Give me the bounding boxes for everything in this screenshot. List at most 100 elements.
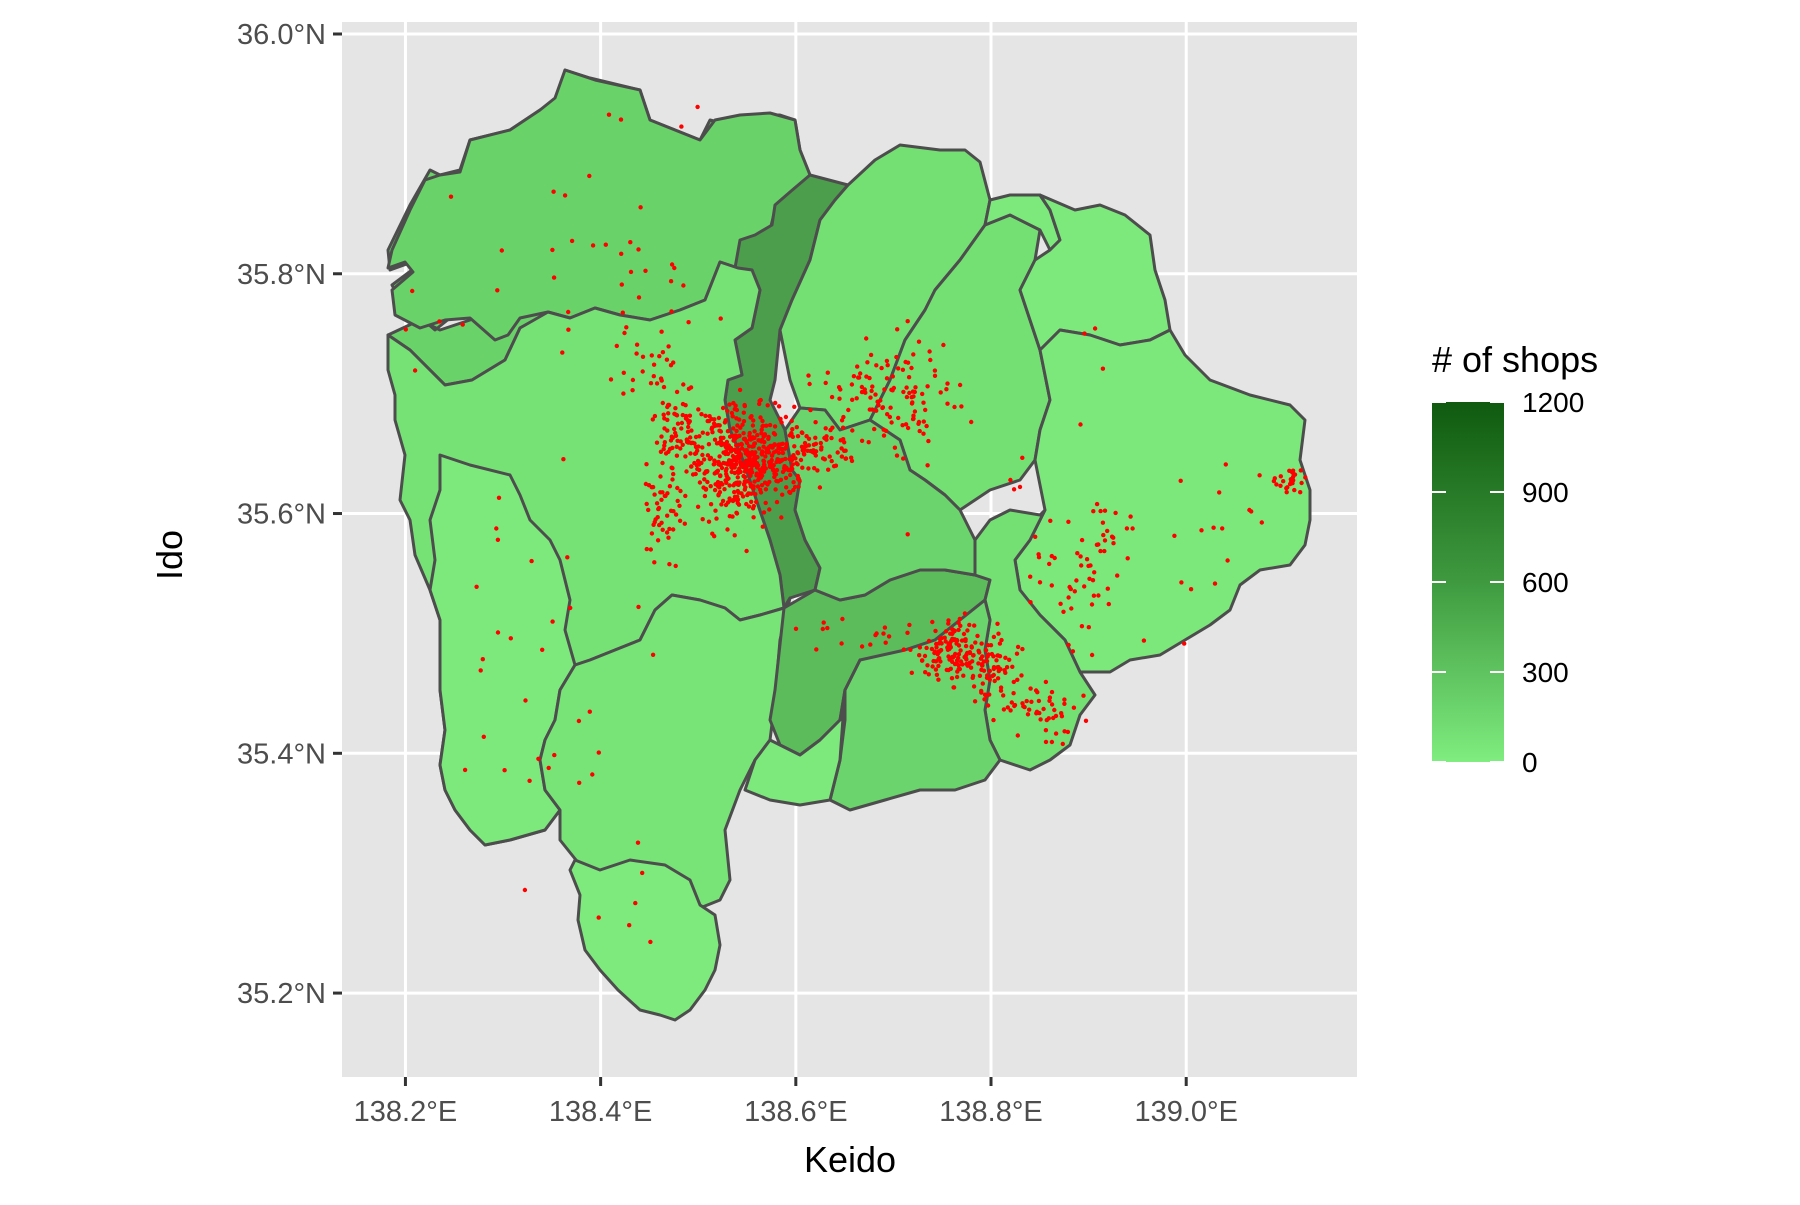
shop-point xyxy=(934,645,939,650)
shop-point xyxy=(748,415,753,420)
shop-point xyxy=(790,462,795,467)
shop-point xyxy=(1047,561,1052,567)
shop-point xyxy=(715,468,721,473)
shop-point xyxy=(825,370,830,375)
shop-point xyxy=(1106,601,1112,607)
shop-point xyxy=(1065,729,1071,735)
shop-point xyxy=(951,685,956,690)
shop-point xyxy=(737,387,743,393)
shop-point xyxy=(1011,679,1016,685)
shop-point xyxy=(732,455,737,460)
shop-point xyxy=(932,373,938,378)
shop-point xyxy=(996,668,1001,674)
shop-point xyxy=(950,637,955,643)
shop-point xyxy=(478,668,483,673)
shop-point xyxy=(706,519,712,524)
shop-point xyxy=(926,638,932,644)
shop-point xyxy=(703,486,709,492)
shop-point xyxy=(917,653,922,658)
shop-point xyxy=(1078,422,1083,427)
shop-point xyxy=(741,419,747,424)
shop-point xyxy=(925,384,930,389)
shop-point xyxy=(1298,490,1303,495)
shop-point xyxy=(991,634,997,640)
shop-point xyxy=(608,377,614,382)
shop-point xyxy=(723,449,729,454)
shop-point xyxy=(1074,578,1079,583)
shop-point xyxy=(794,425,799,430)
y-tick-label-35.8: 35.8°N xyxy=(237,259,326,291)
shop-point xyxy=(1102,548,1107,554)
shop-point xyxy=(945,381,950,386)
shop-point xyxy=(1062,701,1067,706)
shop-point xyxy=(681,283,686,288)
shop-point xyxy=(1287,468,1292,473)
shop-point xyxy=(540,647,545,652)
shop-point xyxy=(943,629,949,634)
shop-point xyxy=(718,481,724,487)
shop-point xyxy=(1047,695,1053,700)
shop-point xyxy=(994,658,999,663)
shop-point xyxy=(716,415,722,421)
shop-point xyxy=(795,450,800,455)
shop-point xyxy=(760,418,765,424)
shop-point xyxy=(668,279,674,284)
shop-point xyxy=(674,413,680,418)
shop-point xyxy=(737,417,742,422)
shop-point xyxy=(954,661,960,666)
shop-point xyxy=(1043,728,1049,733)
shop-point xyxy=(976,661,981,666)
shop-point xyxy=(716,462,721,467)
shop-point xyxy=(801,451,807,456)
shop-point xyxy=(842,448,847,453)
shop-point xyxy=(874,408,879,413)
shop-point xyxy=(755,463,761,468)
shop-point xyxy=(679,420,685,426)
shop-point xyxy=(695,504,701,509)
shop-point xyxy=(1111,541,1116,546)
shop-point xyxy=(603,242,608,247)
shop-point xyxy=(879,365,884,371)
shop-point xyxy=(969,644,974,649)
shop-point xyxy=(1075,551,1080,556)
shop-point xyxy=(784,441,789,446)
shop-point xyxy=(674,389,680,395)
shop-point xyxy=(727,458,732,463)
shop-point xyxy=(904,385,909,390)
shop-point xyxy=(700,452,705,458)
shop-point xyxy=(753,456,758,461)
shop-point xyxy=(670,466,675,471)
shop-point xyxy=(576,718,582,724)
shop-point xyxy=(1001,693,1006,698)
shop-point xyxy=(666,411,671,416)
shop-point xyxy=(1212,581,1218,586)
shop-point xyxy=(677,503,682,508)
shop-point xyxy=(1007,657,1012,662)
shop-point xyxy=(896,366,901,371)
shop-point xyxy=(998,685,1004,690)
shop-point xyxy=(662,493,667,499)
shop-point xyxy=(774,499,780,505)
shop-point xyxy=(765,403,770,408)
shop-point xyxy=(1274,482,1279,487)
shop-point xyxy=(868,352,874,358)
shop-point xyxy=(1094,542,1100,547)
shop-point xyxy=(736,502,742,507)
shop-point xyxy=(1062,729,1067,734)
shop-point xyxy=(673,512,679,517)
shop-point xyxy=(695,466,700,472)
shop-point xyxy=(870,384,875,389)
shop-point xyxy=(1011,487,1017,492)
shop-point xyxy=(954,674,960,680)
shop-point xyxy=(1033,688,1039,693)
shop-point xyxy=(983,648,989,653)
shop-point xyxy=(709,416,714,422)
shop-point xyxy=(760,449,765,454)
shop-point xyxy=(995,676,1001,681)
shop-point xyxy=(763,487,769,492)
shop-point xyxy=(850,397,855,402)
shop-point xyxy=(731,497,737,502)
shop-point xyxy=(796,484,801,489)
shop-point xyxy=(1100,366,1106,371)
shop-point xyxy=(824,434,829,439)
